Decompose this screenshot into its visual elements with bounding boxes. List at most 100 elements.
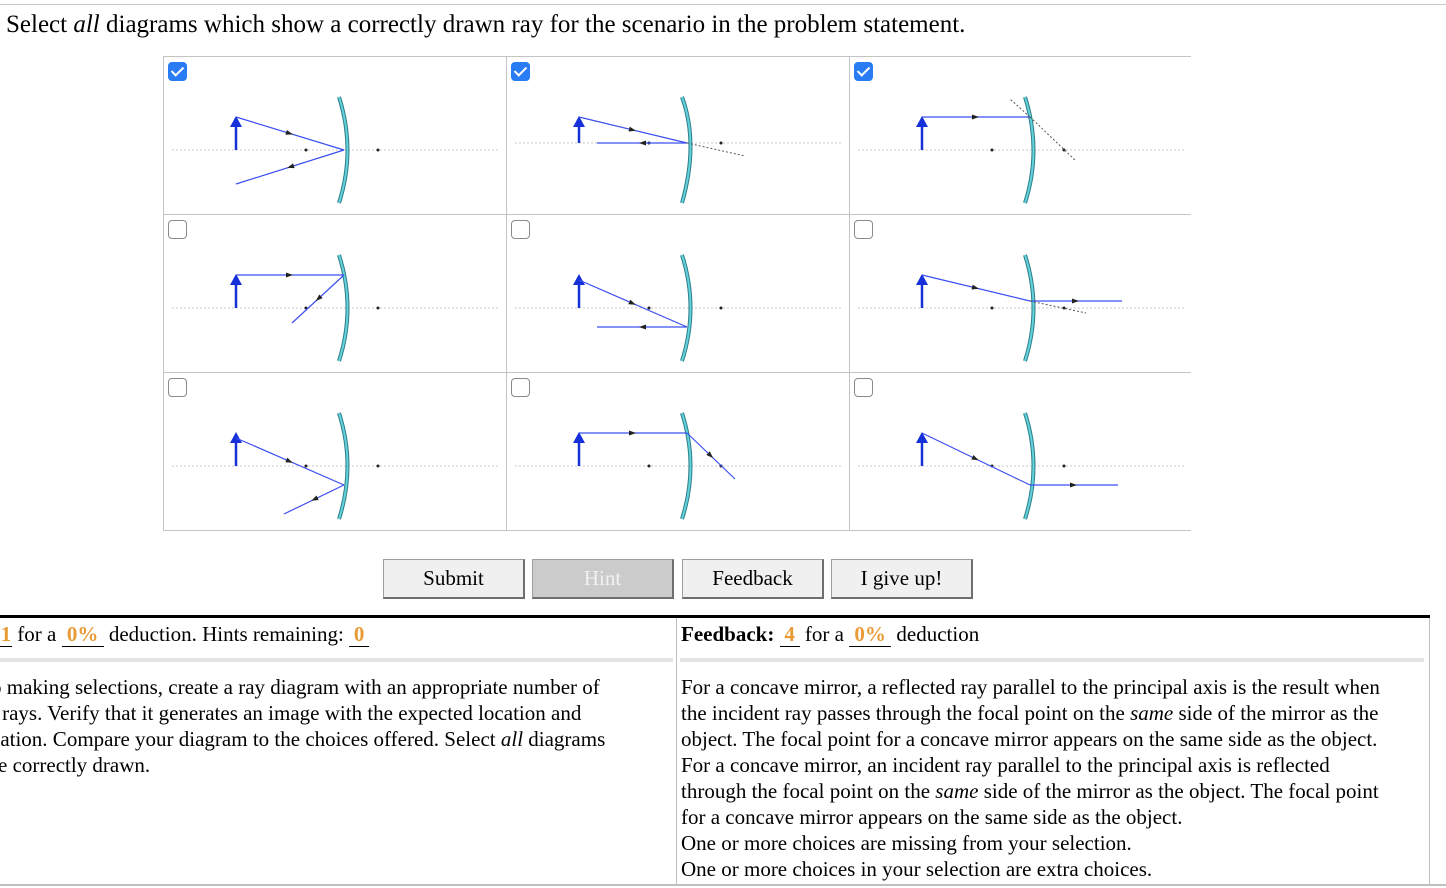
choice-cell-5[interactable] [507, 215, 849, 372]
center-point [376, 464, 380, 468]
object-arrowhead [916, 116, 928, 127]
ray-diagram-5 [515, 254, 841, 362]
center-point [719, 141, 723, 145]
choice-grid [163, 56, 1192, 531]
hint-for-a: for a [17, 622, 57, 646]
choice-checkbox-6[interactable] [854, 220, 873, 239]
feedback-deduction-label: deduction [896, 622, 980, 646]
choice-checkbox-8[interactable] [511, 378, 530, 397]
hint-line-3: cation. Compare your diagram to the choi… [0, 726, 661, 752]
feedback-line-2b: side of the mirror as the [1173, 701, 1379, 725]
hint-line-4: re correctly drawn. [0, 753, 151, 777]
focal-point [990, 148, 994, 152]
question-prefix: Select [6, 11, 74, 38]
object-arrowhead [230, 432, 242, 443]
ray-diagram-2 [515, 96, 841, 204]
center-point [376, 306, 380, 310]
feedback-separator [680, 658, 1424, 662]
choice-checkbox-9[interactable] [854, 378, 873, 397]
ray-diagram-7 [172, 412, 498, 520]
panel-divider-top [0, 615, 1430, 618]
choice-checkbox-7[interactable] [168, 378, 187, 397]
hint-separator [0, 658, 673, 662]
choice-cell-4[interactable] [164, 215, 506, 372]
feedback-line-6: for a concave mirror appears on the same… [681, 805, 1183, 829]
top-divider [0, 4, 1446, 5]
hint-line-3-text: cation. Compare your diagram to the choi… [0, 727, 501, 751]
feedback-line-5: through the focal point on the same side… [681, 778, 1421, 804]
give-up-button[interactable]: I give up! [831, 559, 973, 599]
ray-direction-arrow [285, 457, 293, 463]
hint-percent: 0% [61, 622, 104, 647]
panel-divider-bottom [0, 884, 1446, 886]
ray-diagram-8 [515, 412, 841, 520]
hint-text: o making selections, create a ray diagra… [0, 674, 661, 778]
concave-mirror [681, 254, 692, 362]
submit-button[interactable]: Submit [383, 559, 525, 599]
choice-cell-9[interactable] [850, 373, 1192, 530]
choice-checkbox-1[interactable] [168, 62, 187, 81]
hints-remaining: 0 [349, 622, 370, 647]
extended-ray-3 [1029, 116, 1076, 161]
choice-checkbox-2[interactable] [511, 62, 530, 81]
choice-cell-8[interactable] [507, 373, 849, 530]
hint-line-3-end: diagrams [523, 727, 606, 751]
center-point [376, 148, 380, 152]
ray-diagram-1 [172, 96, 498, 204]
feedback-line-5a: through the focal point on the [681, 779, 936, 803]
feedback-line-8: One or more choices in your selection ar… [681, 857, 1153, 881]
feedback-text: For a concave mirror, a reflected ray pa… [681, 674, 1421, 882]
hint-deduction-label: deduction. Hints remaining: [108, 622, 344, 646]
object-arrowhead [230, 116, 242, 127]
hint-count: 1 [0, 622, 12, 647]
feedback-percent: 0% [849, 622, 892, 647]
object-arrowhead [916, 274, 928, 285]
choice-checkbox-3[interactable] [854, 62, 873, 81]
ray-direction-arrow [1070, 482, 1077, 488]
ray-direction-arrow [629, 430, 636, 436]
ray-direction-arrow [311, 495, 319, 501]
feedback-line-4: For a concave mirror, an incident ray pa… [681, 753, 1330, 777]
focal-point [647, 306, 651, 310]
ray-direction-arrow [286, 272, 293, 278]
choice-cell-3[interactable] [850, 57, 1192, 214]
question-suffix: diagrams which show a correctly drawn ra… [99, 11, 966, 38]
choice-cell-6[interactable] [850, 215, 1192, 372]
concave-mirror [338, 412, 349, 520]
feedback-button[interactable]: Feedback [682, 559, 824, 599]
center-point [719, 306, 723, 310]
feedback-line-5-emphasis: same [935, 779, 979, 803]
feedback-line-3: object. The focal point for a concave mi… [681, 727, 1378, 751]
feedback-count: 4 [779, 622, 800, 647]
feedback-line-5b: side of the mirror as the object. The fo… [978, 779, 1379, 803]
feedback-line-1: For a concave mirror, a reflected ray pa… [681, 675, 1380, 699]
feedback-status: Feedback: 4 for a 0% deduction [681, 622, 979, 647]
ray-direction-arrow [287, 163, 295, 169]
extended-ray-3 [686, 142, 746, 157]
concave-mirror [338, 254, 349, 362]
feedback-for-a: for a [804, 622, 844, 646]
ray-direction-arrow [1072, 298, 1079, 304]
choice-cell-7[interactable] [164, 373, 506, 530]
ray-diagram-6 [858, 254, 1184, 362]
choice-cell-2[interactable] [507, 57, 849, 214]
center-point [1062, 464, 1066, 468]
ray-direction-arrow [971, 284, 979, 290]
ray-direction-arrow [706, 451, 714, 459]
hint-line-3-emphasis: all [500, 727, 524, 751]
ray-direction-arrow [971, 455, 979, 461]
ray-direction-arrow [628, 126, 636, 132]
choice-checkbox-5[interactable] [511, 220, 530, 239]
choice-checkbox-4[interactable] [168, 220, 187, 239]
concave-mirror [1024, 96, 1035, 204]
ray-direction-arrow [315, 294, 323, 302]
hint-button[interactable]: Hint [532, 559, 674, 599]
concave-mirror [681, 412, 692, 520]
concave-mirror [338, 96, 349, 204]
ray-direction-arrow [639, 140, 646, 146]
hint-status: 1 for a 0% deduction. Hints remaining: 0 [0, 622, 370, 647]
ray-diagram-4 [172, 254, 498, 362]
concave-mirror [1024, 254, 1035, 362]
concave-mirror [681, 96, 692, 204]
choice-cell-1[interactable] [164, 57, 506, 214]
